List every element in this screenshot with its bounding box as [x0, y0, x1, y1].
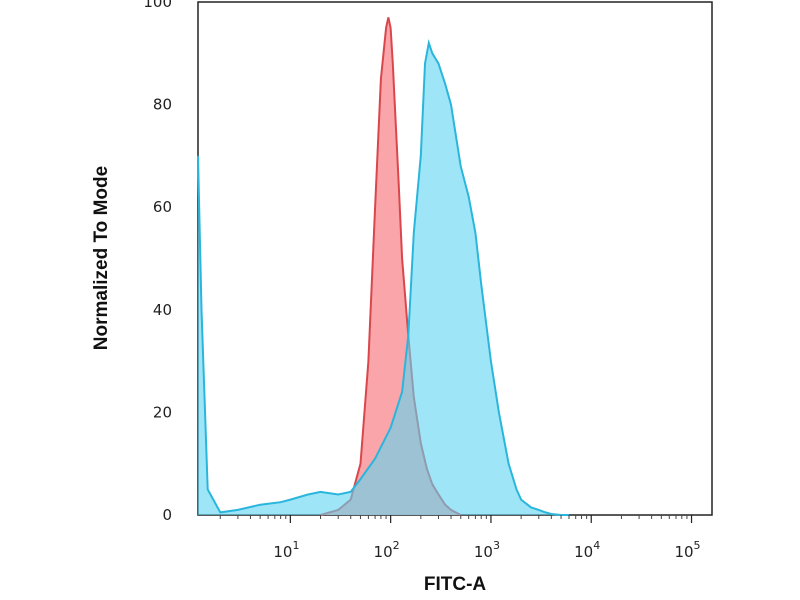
x-axis-ticks: 101 102 103 104 105 — [219, 515, 701, 561]
y-axis-ticks: 0 20 40 60 80 100 — [143, 0, 172, 524]
x-tick-label: 103 — [474, 539, 500, 561]
x-tick-label: 102 — [374, 539, 400, 561]
series-1-area — [320, 17, 461, 516]
y-tick-label: 40 — [153, 301, 172, 319]
y-tick-label: 20 — [153, 403, 172, 421]
y-tick-label: 60 — [153, 198, 172, 216]
x-tick-label: 105 — [674, 539, 700, 561]
y-axis-title: Normalized To Mode — [91, 166, 112, 350]
y-tick-label: 100 — [143, 0, 172, 11]
x-axis-title: FITC-A — [424, 574, 487, 595]
y-tick-label: 0 — [162, 506, 172, 524]
y-tick-label: 80 — [153, 96, 172, 114]
x-tick-label: 101 — [273, 539, 299, 561]
series-2-outline — [197, 39, 569, 516]
series-2-area — [198, 43, 569, 515]
x-tick-label: 104 — [574, 539, 600, 561]
series-layer — [197, 17, 569, 516]
